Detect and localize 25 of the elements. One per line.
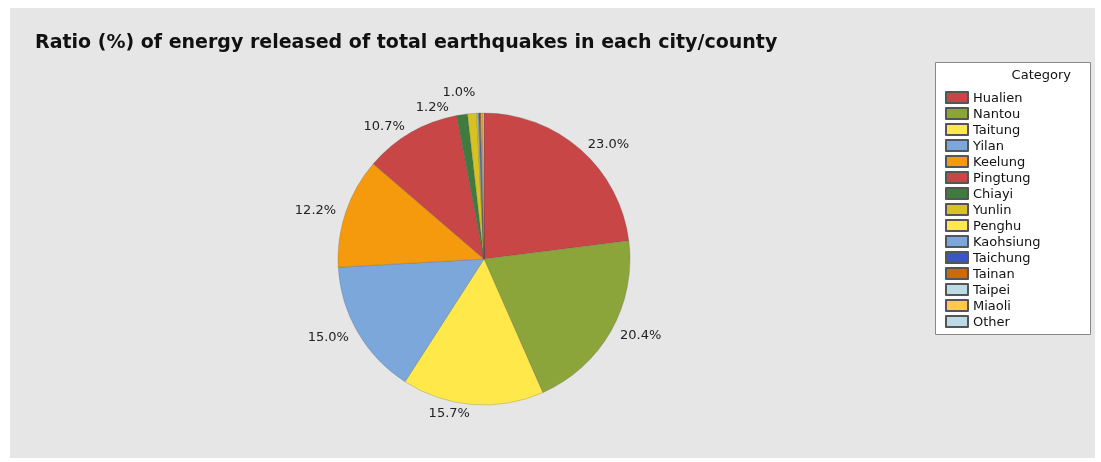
chart-title: Ratio (%) of energy released of total earthquakes in each city/county	[35, 29, 778, 52]
data-label: 23.0%	[587, 135, 630, 151]
data-label: 1.2%	[415, 99, 449, 115]
legend-label: Nantou	[973, 106, 1021, 121]
data-label: 15.0%	[307, 329, 349, 345]
legend-label: Yunlin	[972, 202, 1012, 217]
legend-label: Taipei	[972, 282, 1011, 297]
legend-label: Hualien	[973, 90, 1023, 105]
legend-label: Taichung	[972, 250, 1031, 265]
legend-label: Penghu	[973, 218, 1022, 233]
legend-label: Chiayi	[973, 186, 1014, 201]
legend-label: Kaohsiung	[973, 234, 1041, 249]
legend-label: Miaoli	[973, 298, 1011, 313]
data-label: 15.7%	[428, 405, 470, 421]
legend-title: Category	[1011, 67, 1072, 82]
legend-label: Pingtung	[973, 170, 1031, 185]
legend-label: Keelung	[973, 154, 1026, 169]
data-label: 1.0%	[442, 84, 476, 100]
legend-label: Taitung	[972, 122, 1021, 137]
data-label: 10.7%	[363, 118, 405, 134]
legend-label: Tainan	[972, 266, 1015, 281]
data-label: 20.4%	[620, 327, 662, 343]
legend-label: Yilan	[972, 138, 1004, 153]
legend-label: Other	[973, 314, 1011, 329]
data-label: 12.2%	[294, 202, 337, 218]
